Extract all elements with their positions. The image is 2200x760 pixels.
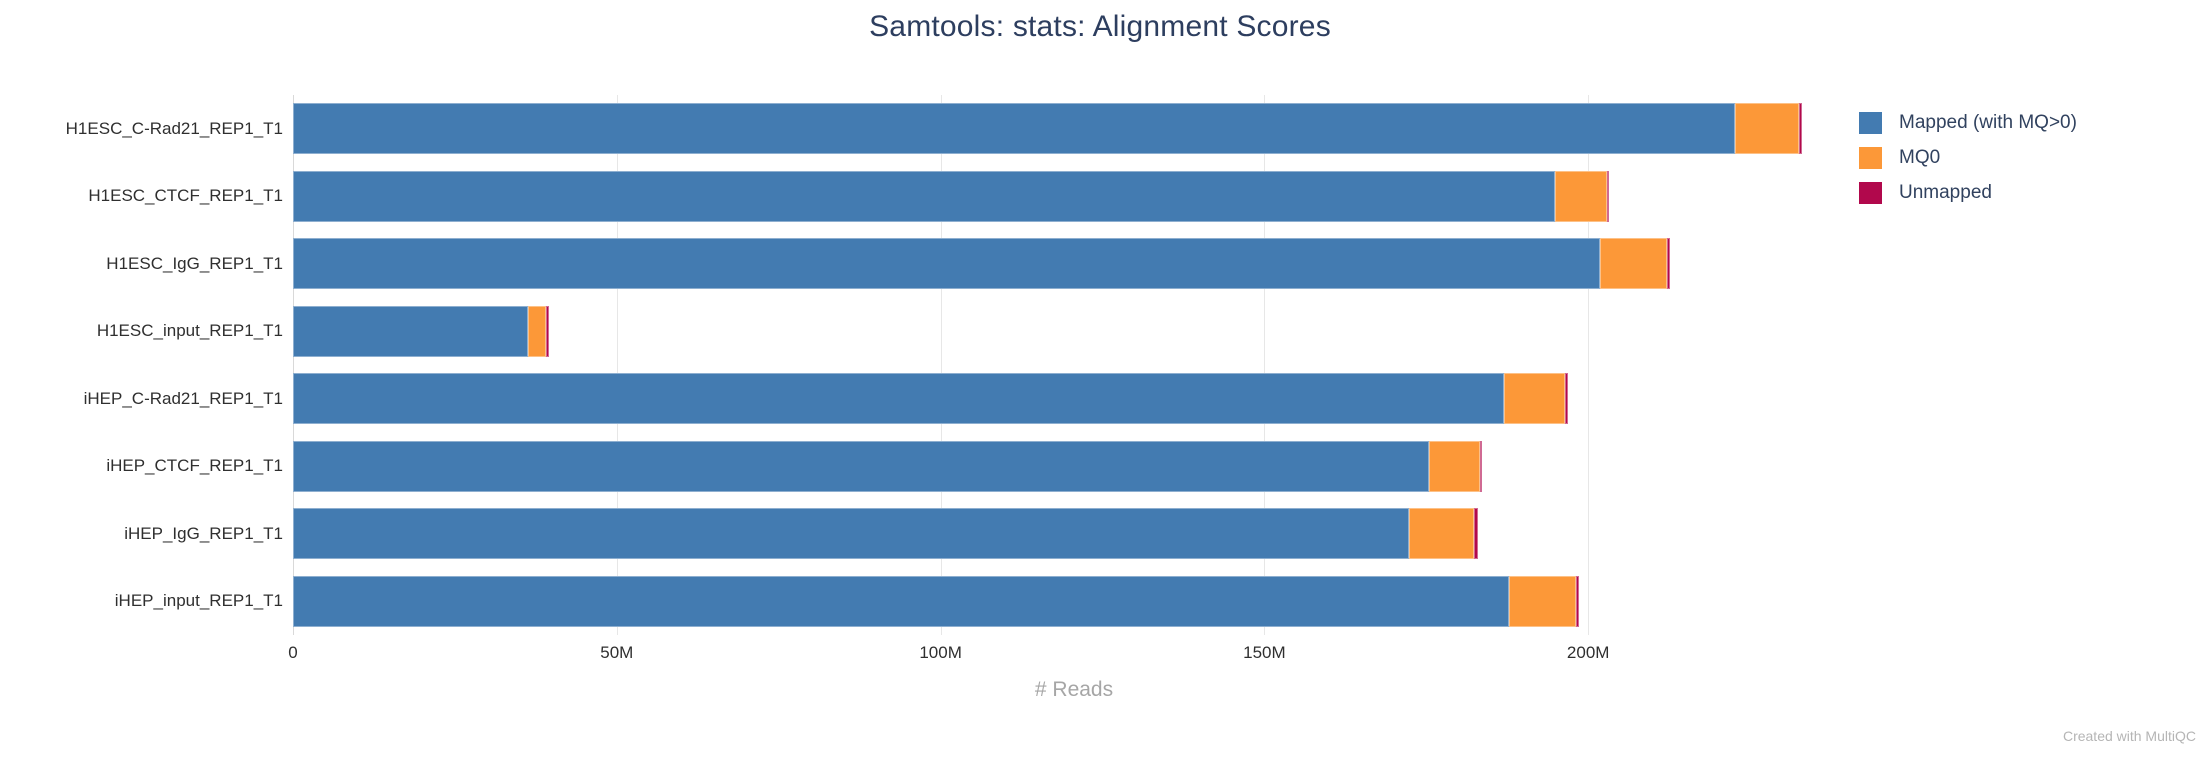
y-axis-label: H1ESC_C-Rad21_REP1_T1 (65, 118, 283, 138)
bar-rows (293, 95, 1855, 635)
bar-segment-unmapped[interactable] (546, 305, 549, 357)
stacked-bar (293, 103, 1855, 155)
bar-segment-mq0[interactable] (1428, 440, 1481, 492)
bar-segment-unmapped[interactable] (1575, 575, 1580, 627)
legend-label: MQ0 (1899, 147, 1941, 168)
stacked-bar (293, 508, 1855, 560)
bar-row (293, 500, 1855, 568)
stacked-bar (293, 440, 1855, 492)
bar-segment-mapped[interactable] (293, 440, 1429, 492)
bar-segment-mapped[interactable] (293, 103, 1736, 155)
bar-row (293, 365, 1855, 433)
legend-label: Unmapped (1899, 182, 1992, 203)
legend-item-mq0[interactable]: MQ0 (1859, 147, 2077, 169)
x-axis-tick-label: 50M (600, 643, 634, 662)
legend: Mapped (with MQ>0) MQ0 Unmapped (1859, 112, 2077, 204)
y-axis-label: iHEP_CTCF_REP1_T1 (106, 456, 283, 476)
gridline (1588, 95, 1590, 635)
bar-row (293, 568, 1855, 636)
y-axis-label: iHEP_IgG_REP1_T1 (124, 523, 283, 543)
legend-color-swatch-icon (1859, 112, 1882, 134)
y-axis-labels: H1ESC_C-Rad21_REP1_T1 H1ESC_CTCF_REP1_T1 H… (0, 95, 283, 635)
bar-segment-unmapped[interactable] (1666, 238, 1670, 290)
x-axis-tick-label: 100M (919, 643, 962, 662)
bar-row (293, 298, 1855, 366)
bar-segment-mq0[interactable] (1509, 575, 1576, 627)
bar-row (293, 433, 1855, 501)
stacked-bar (293, 575, 1855, 627)
bar-row (293, 163, 1855, 231)
x-axis-tick-label: 150M (1243, 643, 1286, 662)
watermark: Created with MultiQC (2062, 728, 2196, 744)
bar-segment-mq0[interactable] (1409, 508, 1475, 560)
stacked-bar (293, 305, 1855, 357)
legend-item-mapped[interactable]: Mapped (with MQ>0) (1859, 112, 2077, 134)
bar-segment-mapped[interactable] (293, 373, 1504, 425)
x-axis-tick-label: 0 (288, 643, 298, 662)
bar-segment-mapped[interactable] (293, 305, 529, 357)
bar-segment-mapped[interactable] (293, 238, 1601, 290)
bar-segment-mapped[interactable] (293, 508, 1410, 560)
legend-color-swatch-icon (1859, 147, 1882, 169)
stacked-bar (293, 170, 1855, 222)
bar-segment-mapped[interactable] (293, 575, 1510, 627)
bar-segment-mq0[interactable] (1735, 103, 1799, 155)
x-axis-tick-label: 200M (1566, 643, 1610, 662)
bar-segment-unmapped[interactable] (1480, 440, 1482, 492)
x-axis-title: # Reads (1034, 678, 1114, 701)
plot-area (293, 95, 1855, 635)
bar-row (293, 230, 1855, 298)
bar-segment-mq0[interactable] (1504, 373, 1565, 425)
legend-label: Mapped (with MQ>0) (1899, 112, 2077, 133)
bar-segment-unmapped[interactable] (1564, 373, 1569, 425)
stacked-bar (293, 373, 1855, 425)
bar-segment-mapped[interactable] (293, 170, 1556, 222)
gridline (940, 95, 942, 635)
stacked-bar (293, 238, 1855, 290)
bar-segment-mq0[interactable] (1600, 238, 1667, 290)
gridline (616, 95, 618, 635)
y-axis-label: iHEP_input_REP1_T1 (114, 591, 283, 611)
bar-segment-unmapped[interactable] (1798, 103, 1802, 155)
bar-segment-unmapped[interactable] (1606, 170, 1609, 222)
y-axis-label: H1ESC_input_REP1_T1 (96, 321, 283, 341)
y-axis-label: H1ESC_CTCF_REP1_T1 (88, 186, 283, 206)
x-axis-tick-labels: 0 50M 100M 150M 200M (0, 643, 2200, 665)
y-axis-label: H1ESC_IgG_REP1_T1 (106, 253, 283, 273)
bar-segment-mq0[interactable] (1555, 170, 1607, 222)
y-axis-label: iHEP_C-Rad21_REP1_T1 (83, 388, 283, 408)
zero-gridline (293, 95, 294, 635)
legend-color-swatch-icon (1859, 182, 1882, 204)
bar-row (293, 95, 1855, 163)
chart-title: Samtools: stats: Alignment Scores (869, 10, 1331, 43)
bar-segment-unmapped[interactable] (1474, 508, 1479, 560)
bar-segment-mq0[interactable] (528, 305, 547, 357)
legend-item-unmapped[interactable]: Unmapped (1859, 182, 2077, 204)
gridline (1264, 95, 1266, 635)
